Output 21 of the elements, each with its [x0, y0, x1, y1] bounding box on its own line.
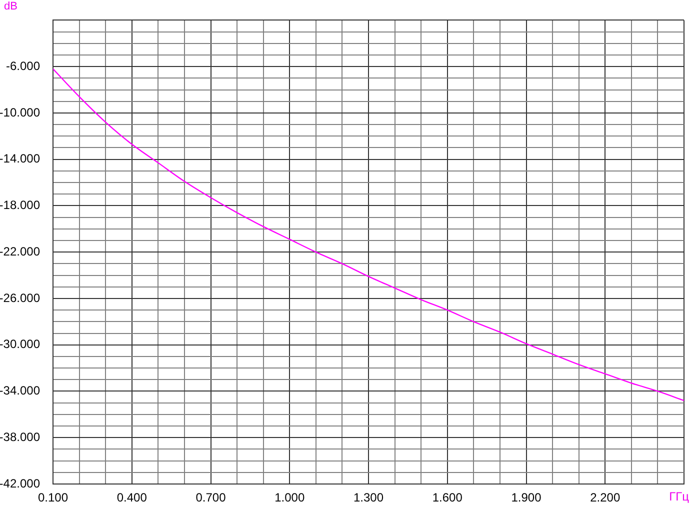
y-tick-label: -6.000 [6, 58, 40, 73]
x-tick-label: 1.000 [274, 490, 305, 505]
x-tick-label: 1.900 [511, 490, 542, 505]
y-tick-label: -26.000 [0, 290, 40, 305]
y-tick-label: -22.000 [0, 244, 40, 258]
x-tick-label: 1.600 [432, 490, 463, 505]
y-tick-label: -10.000 [0, 105, 40, 120]
y-tick-label: -30.000 [0, 337, 40, 352]
y-tick-label: -18.000 [0, 198, 40, 212]
y-tick-label: -42.000 [0, 476, 40, 490]
y-axis-title: dB [4, 0, 18, 13]
y-tick-label: -38.000 [0, 430, 40, 444]
line-series [53, 68, 684, 402]
x-tick-label: 0.700 [196, 490, 226, 505]
x-tick-label: 1.300 [353, 490, 384, 505]
y-tick-label: -14.000 [0, 152, 40, 166]
x-axis-title: ГГц [669, 489, 690, 504]
x-tick-label: 0.400 [116, 490, 148, 505]
y-tick-label: -34.000 [0, 384, 40, 398]
x-tick-label: 0.100 [38, 490, 68, 505]
x-tick-label: 2.200 [590, 490, 620, 505]
